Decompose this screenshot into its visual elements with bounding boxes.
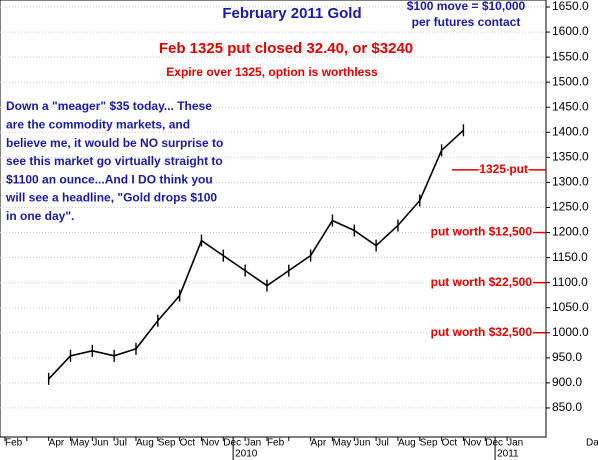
x-tick-label: Oct (180, 438, 196, 449)
year-label: 2010 (235, 449, 258, 460)
y-tick-label: 1100.0 (552, 275, 588, 289)
x-tick-label: Dec (223, 438, 241, 449)
x-tick-label: Dec (485, 438, 503, 449)
x-tick-label: Jul (376, 438, 389, 449)
chart-title: February 2011 Gold (222, 5, 361, 22)
y-tick-label: 950.0 (552, 350, 582, 364)
x-tick-label: Jan (507, 438, 523, 449)
x-tick-label: Jul (114, 438, 127, 449)
y-tick-label: 1600.0 (552, 24, 589, 38)
comment-line: $1100 an ounce...And I DO think you (6, 172, 213, 186)
y-tick-label: 1150.0 (552, 250, 588, 264)
y-tick-label: 1650.0 (552, 0, 589, 13)
note-line: $100 move = $10,000 (407, 0, 526, 13)
x-tick-label: Aug (136, 438, 154, 449)
note-line: per futures contact (412, 15, 521, 29)
level-label: put worth $12,500 (431, 225, 533, 239)
x-tick-label: Nov (201, 438, 219, 449)
y-tick-label: 1050.0 (552, 300, 589, 314)
comment-line: are the commodity markets, and (6, 117, 190, 131)
plot-frame (0, 0, 547, 438)
comment-line: will see a headline, "Gold drops $100 (5, 191, 217, 205)
x-tick-label: Feb (5, 438, 23, 449)
x-tick-label: May (70, 438, 89, 449)
comment-line: Down a "meager" $35 today... These (6, 99, 212, 113)
year-label: 2011 (497, 449, 519, 460)
x-tick-label: Sep (420, 438, 438, 449)
comment-line: believe me, it would be NO surprise to (6, 136, 223, 150)
y-tick-label: 1000.0 (552, 325, 589, 339)
y-tick-label: 1500.0 (552, 74, 589, 88)
x-axis-label: Da (586, 438, 598, 449)
headline: Feb 1325 put closed 32.40, or $3240 (159, 40, 413, 57)
y-tick-label: 1350.0 (552, 150, 589, 164)
y-tick-label: 900.0 (552, 375, 582, 389)
x-tick-label: Jun (92, 438, 108, 449)
level-label: put worth $22,500 (431, 275, 533, 289)
subheadline: Expire over 1325, option is worthless (166, 65, 378, 79)
x-tick-label: Apr (311, 438, 327, 449)
y-tick-label: 1400.0 (552, 124, 589, 138)
comment-line: in one day". (6, 209, 74, 223)
comment-line: see this market go virtually straight to (6, 154, 223, 168)
y-tick-label: 850.0 (552, 400, 582, 414)
y-tick-label: 1200.0 (552, 225, 589, 239)
x-tick-label: Oct (442, 438, 458, 449)
x-tick-label: Nov (463, 438, 481, 449)
x-tick-label: Feb (267, 438, 285, 449)
x-tick-label: May (332, 438, 351, 449)
x-tick-label: Apr (49, 438, 65, 449)
x-tick-label: Jan (245, 438, 261, 449)
y-tick-label: 1250.0 (552, 200, 589, 214)
x-tick-label: Sep (158, 438, 176, 449)
x-tick-label: Jun (354, 438, 370, 449)
y-tick-label: 1550.0 (552, 49, 589, 63)
level-label: put worth $32,500 (431, 325, 533, 339)
y-tick-label: 1450.0 (552, 99, 589, 113)
x-tick-label: Aug (398, 438, 416, 449)
level-label: 1325 put (479, 162, 528, 176)
price-line (48, 129, 464, 380)
y-tick-label: 1300.0 (552, 175, 589, 189)
